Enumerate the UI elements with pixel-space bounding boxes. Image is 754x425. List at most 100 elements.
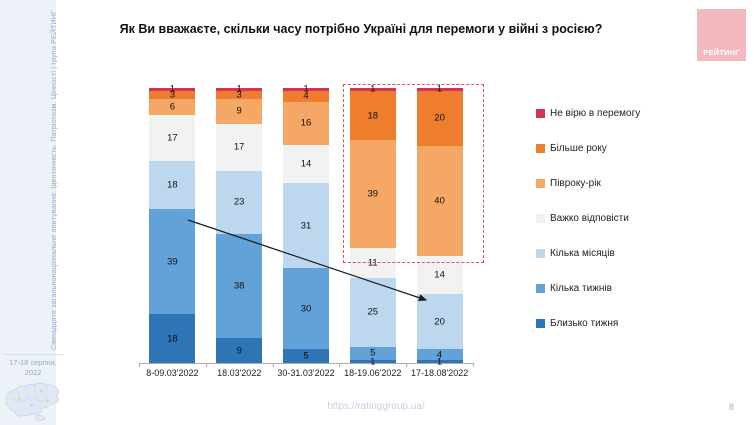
footer-url-link[interactable]: https://ratinggroup.ua/ <box>327 401 425 412</box>
chart-legend: Не вірю в перемогу Більше року Півроку-рік… <box>536 106 640 351</box>
bar-segment-value: 1 <box>303 83 309 95</box>
axis-tick <box>272 363 274 367</box>
bar-segment: 1 <box>349 357 396 366</box>
rating-logo: РЕЙТИНГ <box>697 9 746 61</box>
bar-segment: 30 <box>282 267 329 350</box>
bar-segment-value: 5 <box>370 347 376 359</box>
bar-segment-value: 9 <box>236 105 242 117</box>
x-axis-labels: 8-09.03'2022 18.03'2022 30-31.03'2022 18-19… <box>139 368 473 378</box>
bar-segment: 20 <box>416 90 463 146</box>
bar-segment-value: 4 <box>436 349 443 360</box>
bar-segment-value: 20 <box>434 316 445 327</box>
bar-segment-value: 23 <box>233 196 245 208</box>
bar-segment-value: 18 <box>167 332 178 344</box>
bar-segment: 1 <box>416 357 463 366</box>
bar-segment-value: 39 <box>367 188 379 200</box>
bar-segment: 1 <box>149 85 196 94</box>
bar-segment-value: 1 <box>370 355 376 367</box>
bar-segment: 14 <box>282 145 329 184</box>
axis-tick <box>205 363 207 367</box>
bar-segment-value: 17 <box>233 141 245 153</box>
legend-label: Кілька тижнів <box>550 282 612 294</box>
axis-tick <box>473 363 474 367</box>
bar-segment-value: 38 <box>233 280 245 292</box>
bar-segment: 23 <box>216 170 263 234</box>
legend-item: Важко відповісти <box>536 211 640 225</box>
bar-segment-value: 1 <box>436 355 443 367</box>
survey-date: 17-18 серпня, 2022 <box>9 358 57 377</box>
stacked-bar: 9 38 23 17 9 3 1 <box>216 85 263 363</box>
bar-segment-value: 1 <box>370 83 376 95</box>
legend-item: Кілька місяців <box>536 246 640 260</box>
bar-segment-value: 3 <box>169 89 176 101</box>
bar-segment: 1 <box>216 85 263 94</box>
legend-swatch <box>536 178 545 188</box>
bar-segment: 3 <box>216 89 263 101</box>
page-number: 8 <box>728 402 734 412</box>
stacked-bar: 18 39 18 17 6 3 1 <box>149 85 196 363</box>
bar-segment-value: 20 <box>434 112 445 124</box>
bar-segment: 1 <box>349 85 396 94</box>
x-axis-label: 8-09.03'2022 <box>146 368 199 378</box>
x-axis-line <box>139 363 474 364</box>
bar-segment: 31 <box>282 183 329 268</box>
bar-segment: 5 <box>349 346 396 361</box>
x-axis-label: 17-18.08'2022 <box>410 368 469 378</box>
bar-slot: 18 39 18 17 6 3 1 <box>139 85 206 363</box>
stacked-bar: 5 30 31 14 16 4 1 <box>282 85 329 363</box>
bar-segment: 9 <box>216 338 263 363</box>
bar-segment-value: 1 <box>436 83 443 95</box>
bar-segment-value: 16 <box>300 117 312 129</box>
page-title: Як Ви вважаєте, скільки часу потрібно Ук… <box>119 22 603 36</box>
bar-segment: 1 <box>282 85 329 94</box>
bar-segment-value: 5 <box>303 350 309 362</box>
axis-tick <box>406 363 408 367</box>
legend-item: Більше року <box>536 141 640 155</box>
bar-segment-value: 6 <box>169 101 176 113</box>
bar-segment: 6 <box>149 98 196 115</box>
bar-segment-value: 9 <box>236 344 242 356</box>
x-axis-label: 18.03'2022 <box>217 368 262 378</box>
legend-swatch <box>536 108 545 118</box>
bar-segment: 18 <box>349 90 396 141</box>
legend-item: Кілька тижнів <box>536 281 640 295</box>
bar-segment-value: 14 <box>300 158 312 170</box>
bar-segment: 25 <box>349 277 396 347</box>
bar-segment-value: 1 <box>236 83 242 95</box>
sidebar-vertical-title: Сімнадцяте загальнонаціональне опитуванн… <box>51 9 58 350</box>
rating-logo-text: РЕЙТИНГ <box>703 48 740 57</box>
bar-segment-value: 18 <box>167 179 178 191</box>
bar-segment: 9 <box>216 99 263 124</box>
legend-label: Важко відповісти <box>550 212 629 224</box>
legend-swatch <box>536 143 545 153</box>
legend-item: Близько тижня <box>536 316 640 330</box>
bar-segment-value: 40 <box>434 195 445 206</box>
bar-segment-value: 3 <box>236 89 242 101</box>
legend-swatch <box>536 248 545 258</box>
bar-segment: 18 <box>149 314 196 363</box>
bar-segment: 4 <box>416 349 463 361</box>
bar-segment: 38 <box>216 233 263 339</box>
bar-segment: 18 <box>149 160 196 210</box>
axis-tick <box>339 363 341 367</box>
legend-label: Півроку-рік <box>550 177 601 189</box>
legend-swatch <box>536 213 545 223</box>
bar-segment-value: 4 <box>303 90 309 102</box>
legend-item: Не вірю в перемогу <box>536 106 640 120</box>
bar-segment: 16 <box>282 101 329 146</box>
bar-segment: 17 <box>216 123 263 171</box>
bar-segment-value: 39 <box>167 256 178 268</box>
x-axis-label: 18-19.06'2022 <box>344 368 402 378</box>
bar-segment-value: 18 <box>367 109 379 121</box>
x-axis-label: 30-31.03'2022 <box>277 368 335 378</box>
ukraine-map <box>5 382 59 421</box>
legend-label: Більше року <box>550 142 607 154</box>
bar-segment: 5 <box>282 349 329 363</box>
bar-segment-value: 31 <box>300 219 312 231</box>
bar-segment-value: 30 <box>300 302 312 314</box>
bar-segment: 20 <box>416 294 463 350</box>
legend-label: Не вірю в перемогу <box>550 107 641 119</box>
legend-label: Близько тижня <box>550 317 619 329</box>
bar-segment: 4 <box>282 90 329 102</box>
sidebar-divider <box>3 354 63 355</box>
